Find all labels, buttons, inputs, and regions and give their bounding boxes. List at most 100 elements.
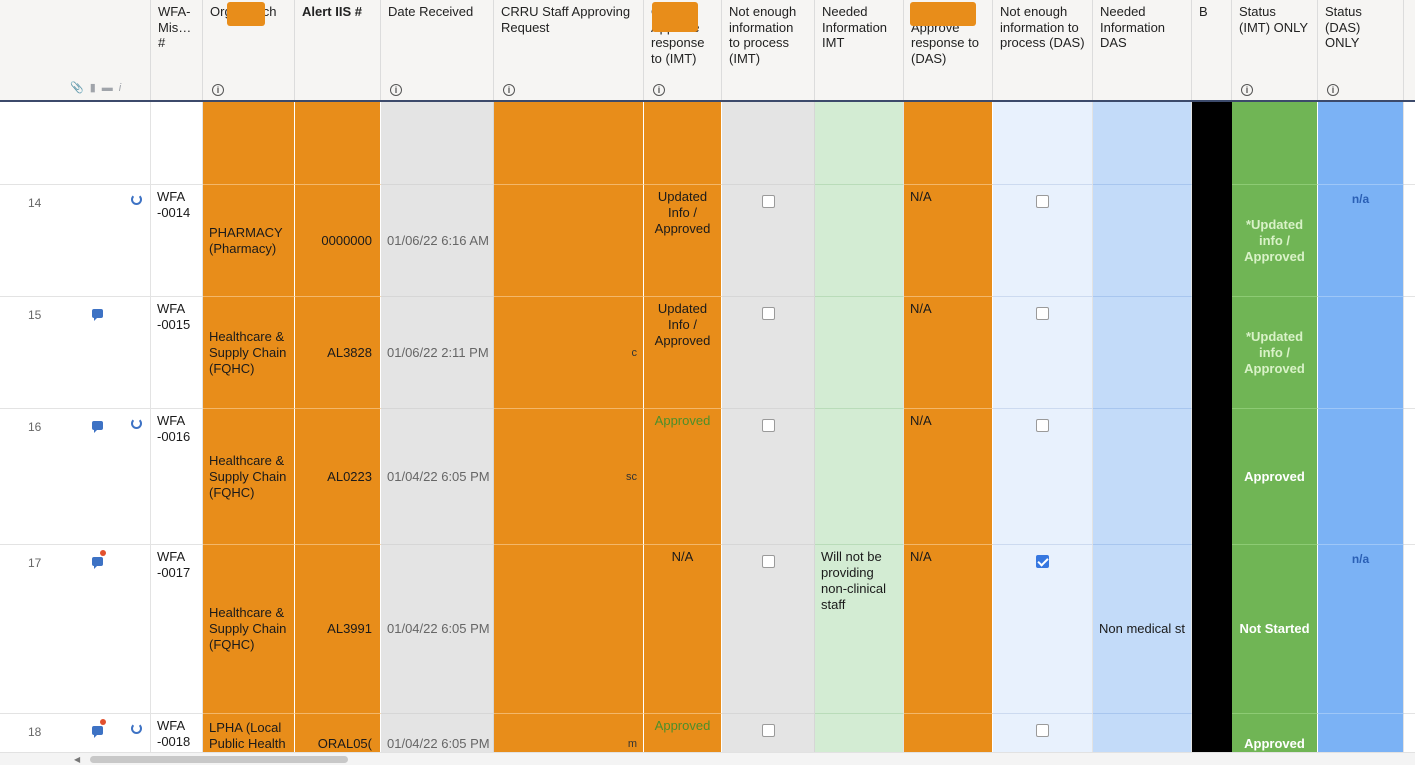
crru-cell[interactable] — [494, 102, 644, 185]
status-das-cell[interactable]: n/a — [1318, 185, 1404, 297]
status-das-cell[interactable]: n/a — [1318, 545, 1404, 714]
info-icon[interactable]: i — [503, 84, 515, 96]
imt-approve-cell[interactable] — [644, 102, 722, 185]
crru-cell[interactable] — [494, 545, 644, 714]
das-approve-cell[interactable]: N/A — [904, 409, 993, 545]
column-header-overflow[interactable] — [1404, 0, 1415, 100]
comment-new-icon[interactable] — [92, 719, 106, 739]
column-header-ne-imt[interactable]: Not enough information to process (IMT) — [722, 0, 815, 100]
column-header-wfa[interactable]: WFA-Mis…# — [151, 0, 203, 100]
org-cell[interactable]: Healthcare & Supply Chain (FQHC) — [203, 409, 295, 545]
org-cell[interactable]: Healthcare & Supply Chain (FQHC) — [203, 297, 295, 409]
wfa-cell[interactable]: WFA -0016 — [151, 409, 203, 545]
date-cell[interactable]: 01/04/22 6:05 PM — [381, 545, 494, 714]
ne-imt-cell[interactable] — [722, 185, 815, 297]
status-imt-cell[interactable] — [1232, 102, 1318, 185]
crru-cell[interactable]: sc — [494, 409, 644, 545]
checkbox[interactable] — [1036, 195, 1049, 209]
need-imt-cell[interactable] — [815, 409, 904, 545]
alert-cell[interactable]: AL0223 — [295, 409, 381, 545]
scrollbar-thumb[interactable] — [90, 756, 348, 763]
need-das-cell[interactable]: Non medical st — [1093, 545, 1192, 714]
need-imt-cell[interactable] — [815, 185, 904, 297]
table-row[interactable] — [0, 102, 1415, 185]
overflow-cell[interactable] — [1404, 185, 1415, 297]
row-header-cell[interactable]: 17 — [0, 545, 151, 714]
info-icon[interactable]: i — [390, 84, 402, 96]
status-imt-cell[interactable]: *Updated info / Approved — [1232, 297, 1318, 409]
sync-icon[interactable] — [131, 722, 142, 738]
date-cell[interactable]: 01/06/22 2:11 PM — [381, 297, 494, 409]
sync-icon[interactable] — [131, 417, 142, 433]
need-imt-cell[interactable]: Will not be providing non-clinical staff — [815, 545, 904, 714]
need-das-cell[interactable] — [1093, 102, 1192, 185]
b-cell[interactable] — [1192, 297, 1232, 409]
column-header-status-das[interactable]: Status (DAS) ONLY i — [1318, 0, 1404, 100]
crru-cell[interactable] — [494, 185, 644, 297]
overflow-cell[interactable] — [1404, 545, 1415, 714]
column-header-das-approve[interactable]: OPS Approve response to (DAS) — [904, 0, 993, 100]
column-header-status-imt[interactable]: Status (IMT) ONLY i — [1232, 0, 1318, 100]
checkbox[interactable] — [761, 307, 775, 321]
b-cell[interactable] — [1192, 545, 1232, 714]
overflow-cell[interactable] — [1404, 297, 1415, 409]
overflow-cell[interactable] — [1404, 409, 1415, 545]
info-icon[interactable]: i — [212, 84, 224, 96]
checkbox[interactable] — [1036, 724, 1049, 738]
ne-imt-cell[interactable] — [722, 102, 815, 185]
table-row[interactable]: 17 WFA -0017 Healthcare & Supply Chain (FQ… — [0, 545, 1415, 714]
ne-imt-cell[interactable] — [722, 545, 815, 714]
checkbox[interactable] — [1036, 555, 1049, 569]
paperclip-icon[interactable]: 📎 — [70, 81, 84, 94]
ne-das-cell[interactable] — [993, 545, 1093, 714]
alert-cell[interactable]: AL3828 — [295, 297, 381, 409]
info-icon[interactable]: i — [653, 84, 665, 96]
column-header-b[interactable]: B — [1192, 0, 1232, 100]
das-approve-cell[interactable]: N/A — [904, 545, 993, 714]
date-cell[interactable]: 01/06/22 6:16 AM — [381, 185, 494, 297]
row-header-cell[interactable]: 16 — [0, 409, 151, 545]
need-das-cell[interactable] — [1093, 297, 1192, 409]
need-das-cell[interactable] — [1093, 185, 1192, 297]
folder-icon[interactable]: ▬ — [101, 81, 113, 94]
imt-approve-cell[interactable]: Updated Info / Approved — [644, 185, 722, 297]
info-icon[interactable]: i — [1327, 84, 1339, 96]
ne-das-cell[interactable] — [993, 102, 1093, 185]
alert-cell[interactable]: 0000000 — [295, 185, 381, 297]
b-cell[interactable] — [1192, 185, 1232, 297]
scroll-left-icon[interactable]: ◀ — [74, 755, 81, 764]
wfa-cell[interactable]: WFA -0014 — [151, 185, 203, 297]
org-cell[interactable]: Healthcare & Supply Chain (FQHC) — [203, 545, 295, 714]
need-imt-cell[interactable] — [815, 297, 904, 409]
table-row[interactable]: 15 WFA -0015 Healthcare & Supply Chain (FQ… — [0, 297, 1415, 409]
imt-approve-cell[interactable]: Updated Info / Approved — [644, 297, 722, 409]
date-cell[interactable]: 01/04/22 6:05 PM — [381, 409, 494, 545]
need-imt-cell[interactable] — [815, 102, 904, 185]
column-header-org[interactable]: Org Branchi — [203, 0, 295, 100]
checkbox[interactable] — [761, 195, 775, 209]
checkbox[interactable] — [761, 419, 775, 433]
need-das-cell[interactable] — [1093, 409, 1192, 545]
wfa-cell[interactable] — [151, 102, 203, 185]
ne-das-cell[interactable] — [993, 297, 1093, 409]
column-header-crru[interactable]: CRRU Staff Approving Request i — [494, 0, 644, 100]
comment-icon[interactable]: ▮ — [89, 81, 96, 94]
row-header-cell[interactable]: 14 — [0, 185, 151, 297]
status-imt-cell[interactable]: Approved — [1232, 409, 1318, 545]
das-approve-cell[interactable]: N/A — [904, 297, 993, 409]
info-icon[interactable]: i — [1241, 84, 1253, 96]
ne-imt-cell[interactable] — [722, 297, 815, 409]
imt-approve-cell[interactable]: N/A — [644, 545, 722, 714]
wfa-cell[interactable]: WFA -0017 — [151, 545, 203, 714]
row-header-cell[interactable]: 15 — [0, 297, 151, 409]
status-imt-cell[interactable]: *Updated info / Approved — [1232, 185, 1318, 297]
column-header-ne-das[interactable]: Not enough information to process (DAS) — [993, 0, 1093, 100]
alert-cell[interactable] — [295, 102, 381, 185]
b-cell[interactable] — [1192, 409, 1232, 545]
status-das-cell[interactable] — [1318, 297, 1404, 409]
ne-imt-cell[interactable] — [722, 409, 815, 545]
das-approve-cell[interactable] — [904, 102, 993, 185]
column-header-need-imt[interactable]: Needed Information IMT — [815, 0, 904, 100]
column-header-alert[interactable]: Alert IIS # — [295, 0, 381, 100]
checkbox[interactable] — [1036, 307, 1049, 321]
